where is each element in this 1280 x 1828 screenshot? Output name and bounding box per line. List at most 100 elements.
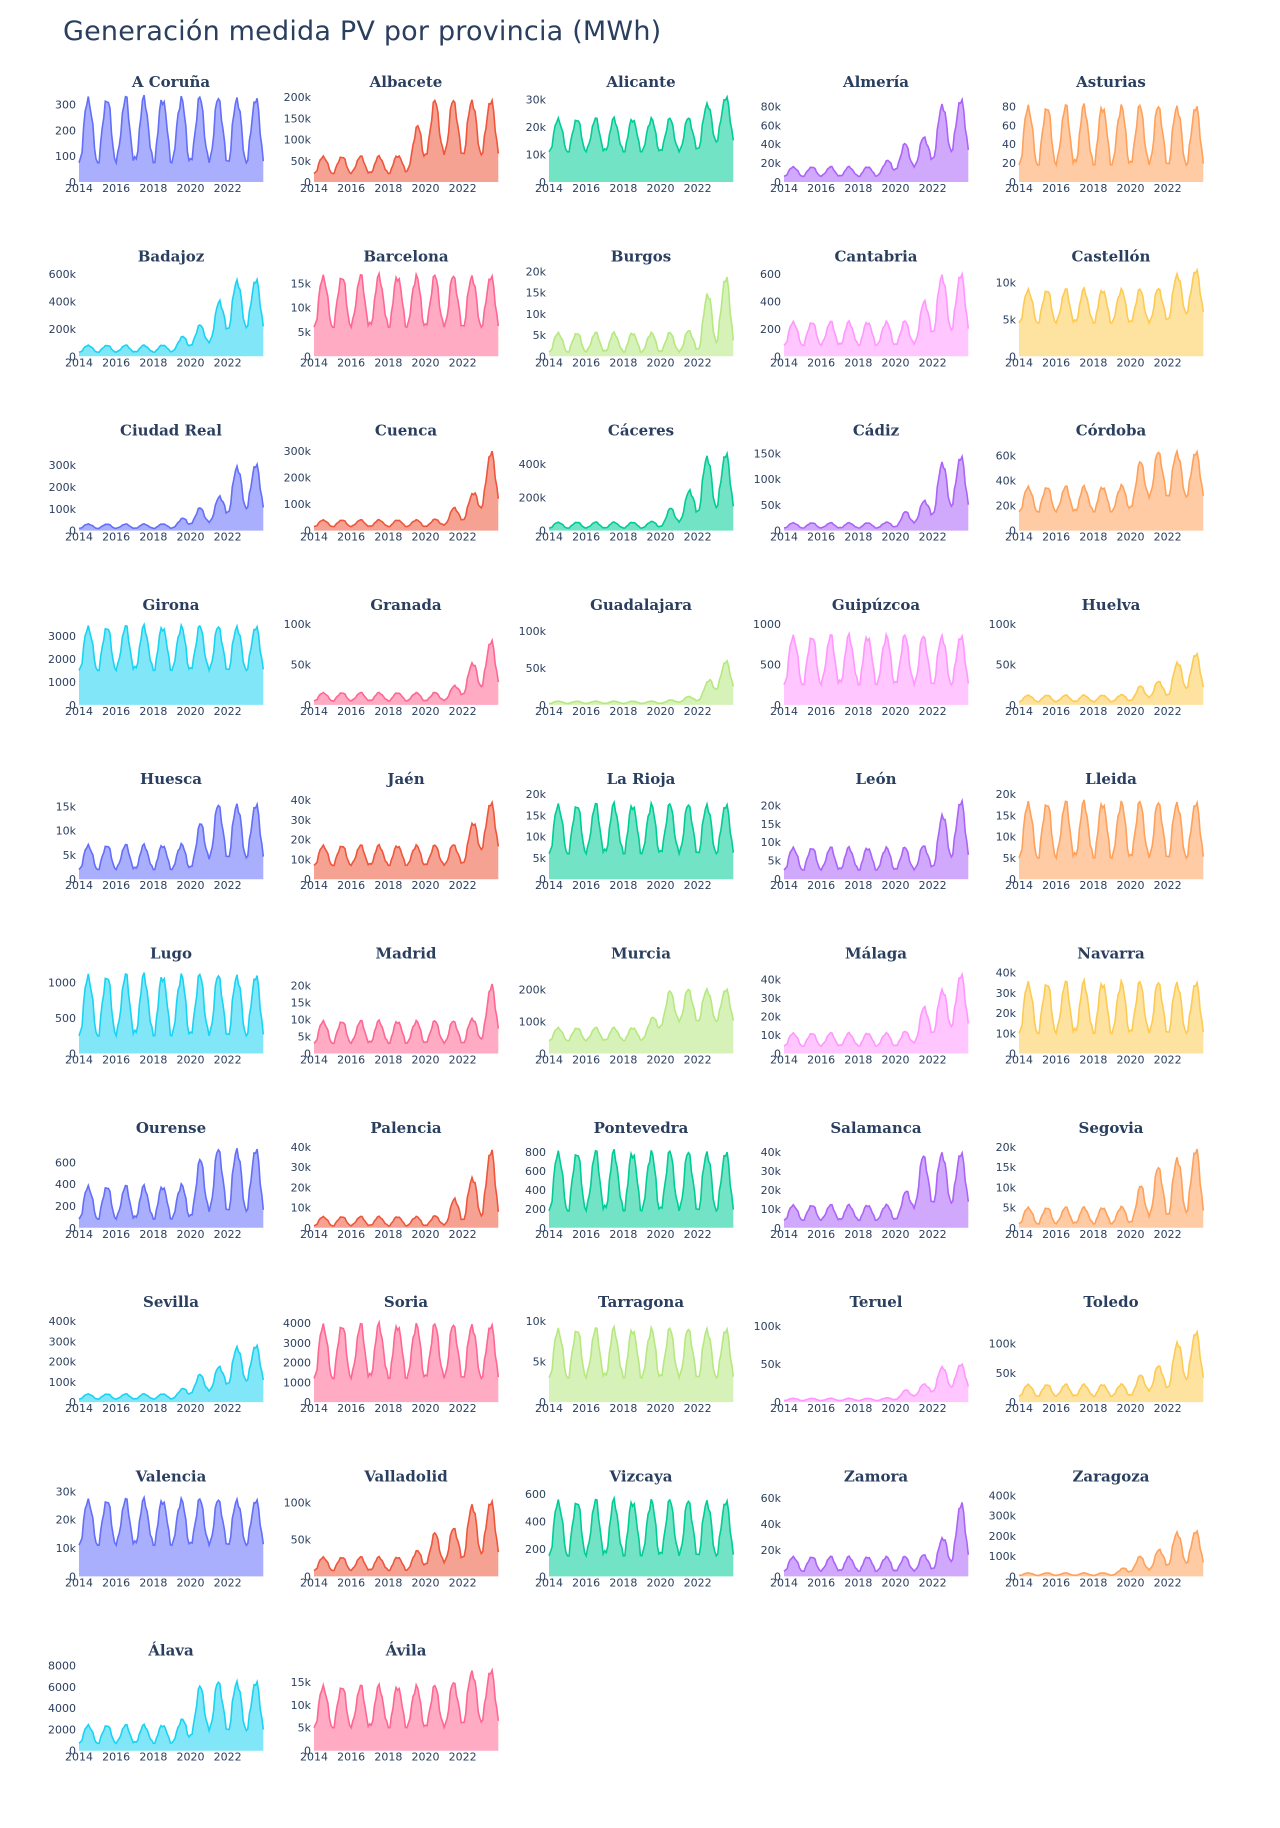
panel-title: Toledo (1083, 1293, 1138, 1311)
x-tick-label: 2022 (684, 182, 712, 195)
x-tick-label: 2016 (1042, 705, 1070, 718)
y-tick-label: 0 (1009, 350, 1016, 363)
x-tick-label: 2014 (65, 879, 93, 892)
y-tick-label: 5k (1003, 313, 1017, 326)
x-tick-label: 2022 (684, 879, 712, 892)
y-tick-label: 20k (526, 121, 547, 134)
panel-title: Guadalajara (590, 596, 692, 614)
x-tick-label: 2014 (1005, 531, 1033, 544)
panel-title: Guipúzcoa (832, 596, 920, 614)
x-tick-label: 2016 (807, 1228, 835, 1241)
area-fill (784, 1364, 969, 1403)
y-tick-label: 15k (291, 997, 312, 1010)
y-tick-label: 0 (304, 176, 311, 189)
x-tick-label: 2016 (572, 705, 600, 718)
y-tick-label: 100k (754, 1320, 782, 1333)
series-line (78, 1494, 265, 1549)
y-tick-label: 60k (996, 450, 1017, 463)
x-tick-label: 2020 (177, 531, 205, 544)
x-tick-label: 2014 (770, 705, 798, 718)
x-tick-label: 2022 (214, 705, 242, 718)
panel-title: León (855, 770, 896, 788)
x-tick-label: 2016 (807, 1402, 835, 1415)
series-line (548, 1495, 735, 1559)
panel-title: Álava (147, 1642, 194, 1660)
x-tick-label: 2016 (572, 1228, 600, 1241)
panel-title: Zaragoza (1072, 1467, 1149, 1485)
x-tick-label: 2022 (1154, 1054, 1182, 1067)
x-tick-label: 2016 (572, 879, 600, 892)
series-line (548, 659, 735, 705)
x-tick-label: 2018 (609, 879, 637, 892)
x-tick-label: 2014 (770, 182, 798, 195)
x-tick-label: 2022 (919, 1576, 947, 1589)
panel-title: Córdoba (1076, 422, 1147, 440)
panel-ávila: Ávila 0 5k 10k 15k 2014 2016 2018 2020 2022 (291, 1642, 500, 1764)
panel-title: Navarra (1077, 945, 1145, 963)
panel-zaragoza: Zaragoza 0 100k 200k 300k 400k 2014 2016 2018 202… (989, 1467, 1205, 1589)
x-tick-label: 2014 (1005, 1576, 1033, 1589)
x-tick-label: 2020 (177, 705, 205, 718)
area-fill (314, 1670, 499, 1751)
x-tick-label: 2014 (535, 356, 563, 369)
y-tick-label: 20k (761, 1011, 782, 1024)
panel-title: Pontevedra (594, 1119, 689, 1137)
x-tick-label: 2022 (684, 531, 712, 544)
y-tick-label: 500 (55, 1012, 76, 1025)
x-tick-label: 2018 (609, 356, 637, 369)
y-tick-label: 0 (539, 525, 546, 538)
y-tick-label: 80 (1002, 100, 1016, 113)
x-tick-label: 2014 (1005, 1054, 1033, 1067)
y-tick-label: 30k (761, 992, 782, 1005)
y-tick-label: 5k (1003, 1202, 1017, 1215)
y-tick-label: 10k (291, 1699, 312, 1712)
y-tick-label: 15k (996, 1161, 1017, 1174)
area-fill (79, 279, 264, 357)
x-tick-label: 2018 (844, 1576, 872, 1589)
x-tick-label: 2016 (337, 182, 365, 195)
y-tick-label: 10k (761, 1029, 782, 1042)
y-tick-label: 400 (760, 295, 781, 308)
series-line (548, 1149, 735, 1214)
y-tick-label: 20 (1002, 157, 1016, 170)
x-tick-label: 2022 (1154, 356, 1182, 369)
y-tick-label: 400k (49, 295, 77, 308)
x-tick-label: 2016 (102, 1751, 130, 1764)
y-tick-label: 40k (291, 1141, 312, 1154)
y-tick-label: 20k (526, 788, 547, 801)
panel-ourense: Ourense 0 200 400 600 2014 2016 2018 2020 2022 (55, 1119, 265, 1241)
x-tick-label: 2022 (919, 1228, 947, 1241)
y-tick-label: 50k (761, 499, 782, 512)
x-tick-label: 2016 (807, 1054, 835, 1067)
x-tick-label: 2020 (882, 1576, 910, 1589)
x-tick-label: 2014 (770, 356, 798, 369)
panel-león: León 0 5k 10k 15k 20k 2014 2016 2018 2020 2022 (761, 770, 970, 892)
x-tick-label: 2014 (535, 1054, 563, 1067)
y-tick-label: 400k (519, 458, 547, 471)
x-tick-label: 2018 (844, 531, 872, 544)
x-tick-label: 2016 (1042, 531, 1070, 544)
y-tick-label: 10k (526, 308, 547, 321)
series-line (1018, 977, 1205, 1036)
area-fill (784, 1152, 969, 1228)
y-tick-label: 400k (49, 1315, 77, 1328)
y-tick-label: 400k (989, 1489, 1017, 1502)
x-tick-label: 2022 (1154, 705, 1182, 718)
y-tick-label: 200k (519, 983, 547, 996)
x-tick-label: 2016 (102, 1054, 130, 1067)
panel-alicante: Alicante 0 10k 20k 30k 2014 2016 2018 2020 2022 (526, 73, 735, 195)
area-fill (79, 1681, 264, 1751)
panel-title: Albacete (369, 73, 443, 91)
area-fill (79, 1497, 264, 1577)
y-tick-label: 0 (774, 176, 781, 189)
y-tick-label: 6000 (48, 1681, 76, 1694)
y-tick-label: 0 (1009, 176, 1016, 189)
x-tick-label: 2016 (102, 531, 130, 544)
series-line (1018, 1148, 1205, 1225)
series-line (313, 983, 500, 1045)
panel-title: Almería (842, 73, 909, 91)
x-tick-label: 2018 (609, 705, 637, 718)
x-tick-label: 2016 (1042, 1228, 1070, 1241)
series-line (783, 1150, 970, 1222)
x-tick-label: 2016 (1042, 1054, 1070, 1067)
